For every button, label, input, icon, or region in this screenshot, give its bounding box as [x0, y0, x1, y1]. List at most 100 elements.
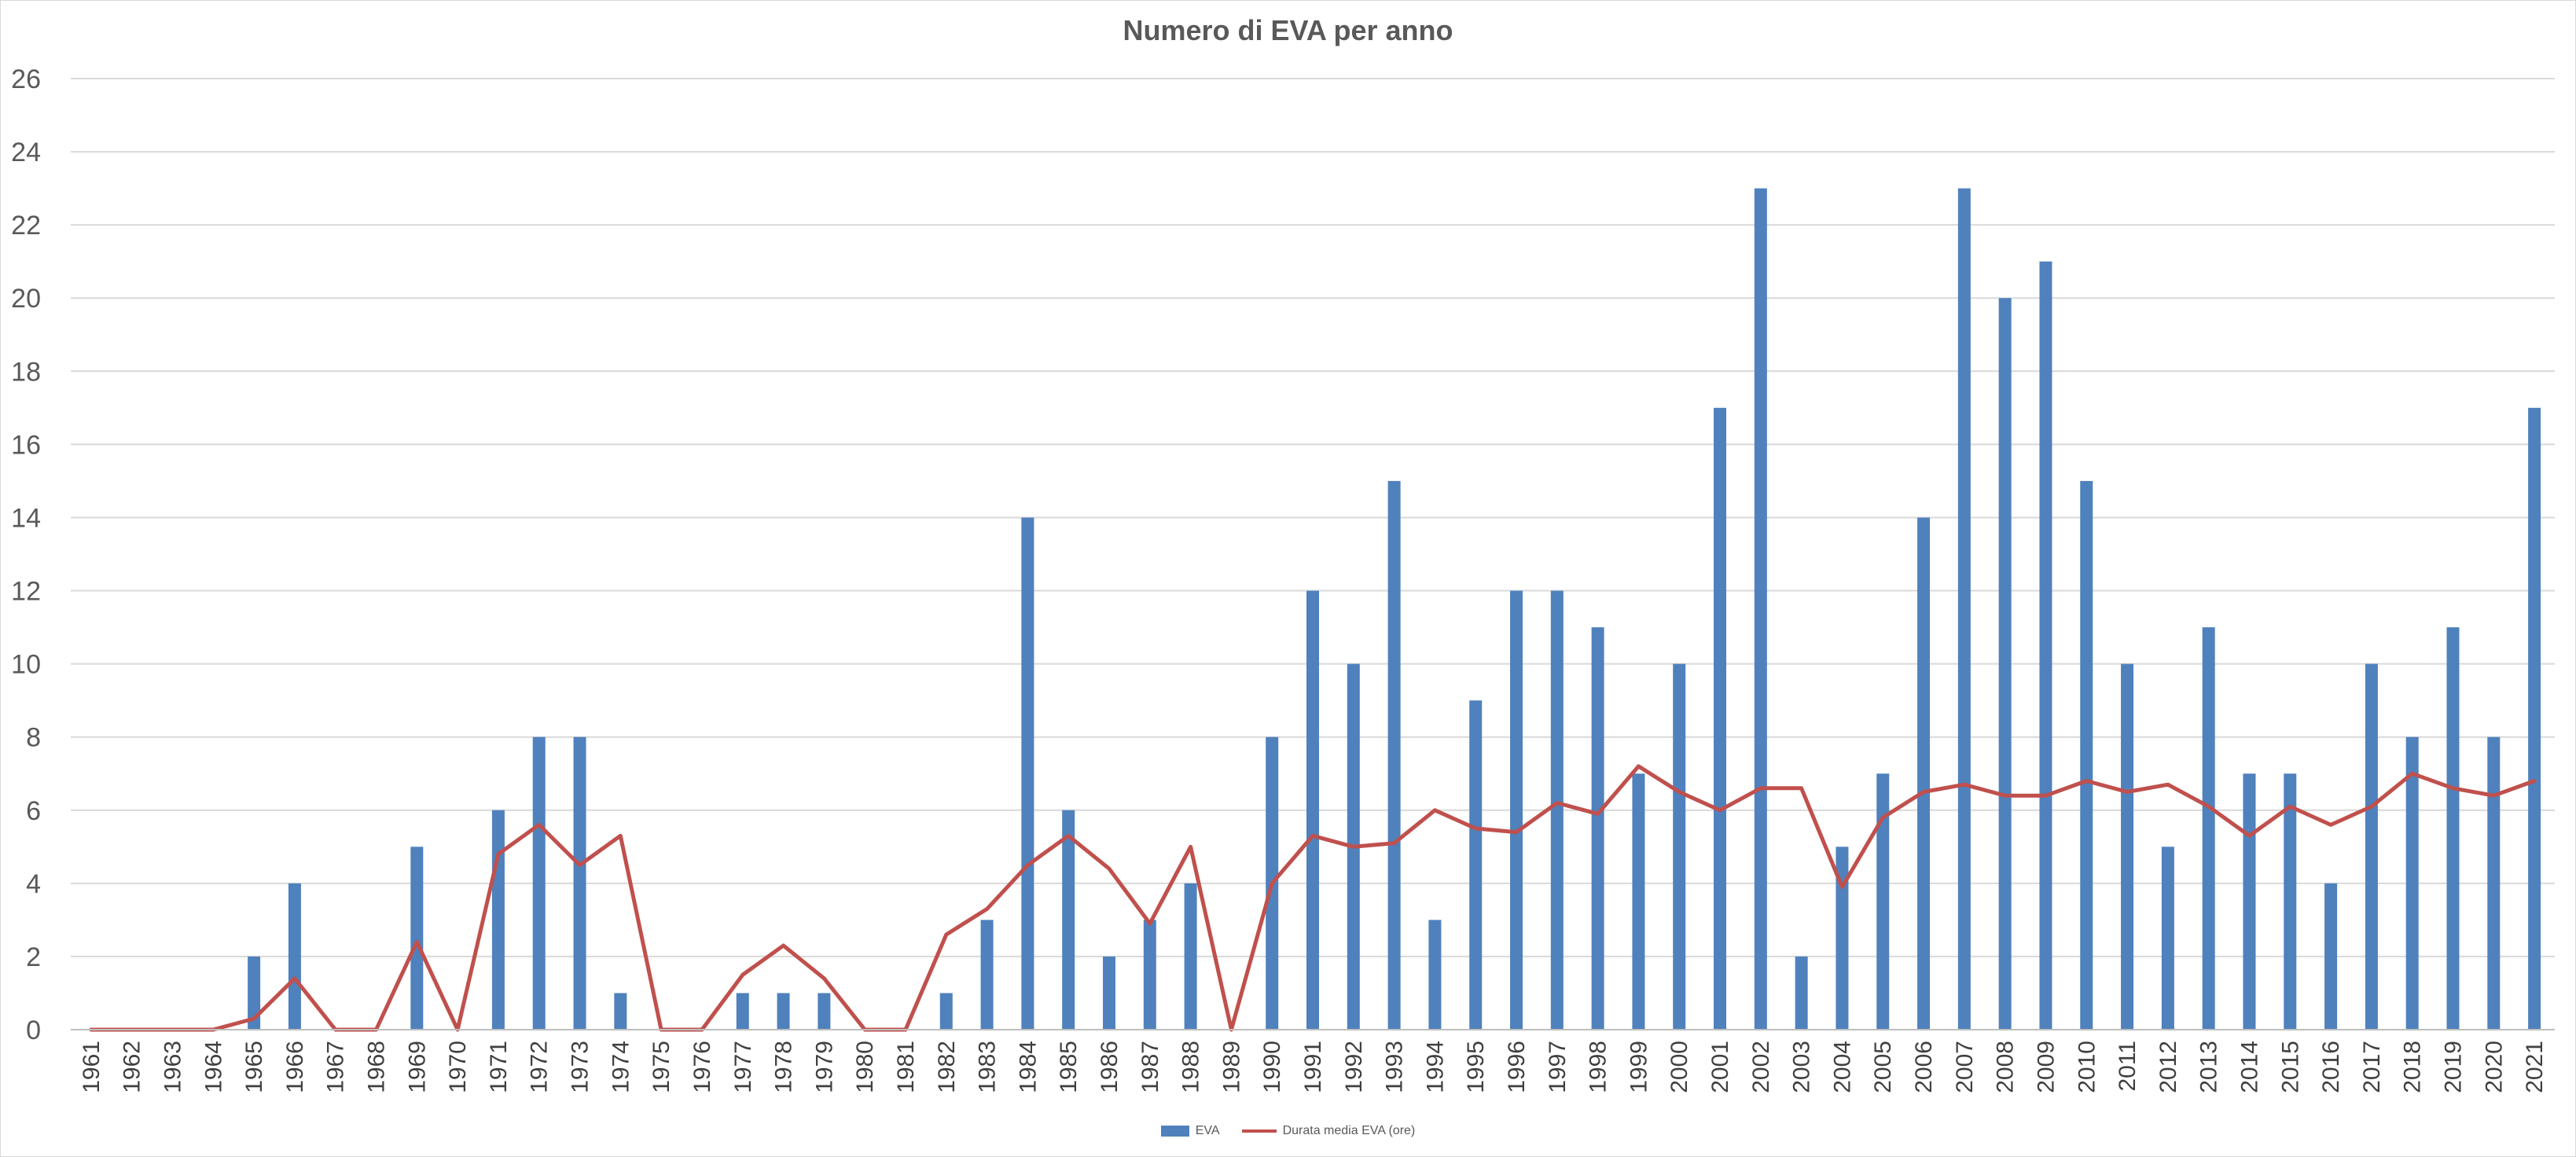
legend-item-bars: EVA [1160, 1124, 1220, 1138]
bar [2161, 847, 2174, 1030]
y-tick-label: 18 [11, 357, 41, 387]
bar [1632, 773, 1645, 1030]
x-tick-label: 2012 [2155, 1041, 2181, 1093]
bar [2365, 663, 2378, 1030]
x-tick-label: 1993 [1382, 1041, 1408, 1093]
y-tick-label: 8 [26, 723, 41, 753]
bar [2080, 480, 2093, 1030]
chart-legend: EVA Durata media EVA (ore) [0, 1124, 2576, 1138]
x-tick-label: 1967 [323, 1041, 349, 1093]
y-tick-label: 24 [11, 138, 41, 167]
bar [491, 810, 505, 1030]
y-tick-label: 2 [26, 942, 41, 972]
x-tick-label: 1969 [404, 1041, 430, 1093]
x-tick-label: 2004 [1829, 1041, 1855, 1093]
bar [2324, 883, 2338, 1030]
bar [777, 993, 790, 1030]
x-tick-label: 2001 [1707, 1041, 1733, 1093]
x-tick-label: 2015 [2277, 1041, 2303, 1093]
x-tick-label: 1971 [486, 1041, 512, 1093]
line-point [2167, 784, 2169, 785]
line-point [2493, 795, 2494, 796]
x-tick-label: 1963 [160, 1041, 186, 1093]
bar [410, 847, 424, 1030]
x-tick-label: 1986 [1097, 1041, 1123, 1093]
bar [1510, 590, 1523, 1030]
x-tick-label: 1974 [608, 1041, 634, 1093]
x-tick-label: 2010 [2074, 1041, 2100, 1093]
x-tick-label: 1995 [1463, 1041, 1489, 1093]
x-tick-label: 1999 [1626, 1041, 1652, 1093]
bar [1550, 590, 1564, 1030]
x-tick-label: 1973 [568, 1041, 593, 1093]
x-tick-label: 1985 [1056, 1041, 1082, 1093]
x-tick-label: 1987 [1137, 1041, 1163, 1093]
x-tick-label: 2007 [1952, 1041, 1978, 1093]
legend-label-bars: EVA [1195, 1124, 1220, 1137]
x-tick-label: 2003 [1789, 1041, 1815, 1093]
x-tick-label: 2021 [2522, 1041, 2548, 1093]
x-tick-label: 2019 [2440, 1041, 2466, 1093]
x-tick-label: 2014 [2236, 1041, 2262, 1093]
chart-title: Numero di EVA per anno [1123, 14, 1453, 46]
x-tick-label: 2018 [2400, 1041, 2426, 1093]
x-tick-label: 2006 [1911, 1041, 1937, 1093]
y-tick-label: 20 [11, 284, 41, 314]
x-tick-label: 1964 [200, 1041, 226, 1093]
x-tick-label: 2002 [1748, 1041, 1774, 1093]
bar [1306, 590, 1319, 1030]
bar [614, 993, 627, 1030]
bar [736, 993, 749, 1030]
line-point [783, 945, 785, 946]
bar [1876, 773, 1890, 1030]
line-point [2289, 806, 2291, 807]
y-tick-label: 26 [11, 64, 41, 94]
x-tick-label: 1980 [852, 1041, 878, 1093]
x-tick-label: 1972 [527, 1041, 553, 1093]
bar [2405, 736, 2419, 1030]
x-tick-label: 2009 [2033, 1041, 2059, 1093]
bar [1021, 517, 1034, 1030]
x-tick-label: 2005 [1870, 1041, 1896, 1093]
bar [1387, 480, 1401, 1030]
bar [288, 883, 301, 1030]
bar [2039, 261, 2052, 1030]
bar [980, 920, 994, 1030]
bar [2284, 773, 2297, 1030]
x-tick-label: 1968 [364, 1041, 390, 1093]
bar [532, 736, 546, 1030]
bar [2121, 663, 2134, 1030]
x-tick-label: 2000 [1666, 1041, 1692, 1093]
x-tick-label: 1970 [445, 1041, 471, 1093]
x-tick-label: 2011 [2115, 1041, 2141, 1092]
x-tick-label: 1981 [893, 1041, 919, 1093]
bar [1957, 188, 1971, 1030]
x-tick-label: 1989 [1218, 1041, 1244, 1093]
line-point [823, 978, 825, 979]
bar [2487, 736, 2501, 1030]
bar [1998, 298, 2012, 1030]
bar [1428, 920, 1442, 1030]
bar [1673, 663, 1686, 1030]
bar [1754, 188, 1767, 1030]
x-tick-label: 1975 [649, 1041, 674, 1093]
x-tick-label: 1990 [1259, 1041, 1285, 1093]
bar [2202, 627, 2215, 1030]
x-tick-label: 1991 [1300, 1041, 1326, 1093]
x-tick-label: 2020 [2481, 1041, 2507, 1093]
y-tick-label: 10 [11, 650, 41, 680]
x-tick-label: 2008 [1993, 1041, 2019, 1093]
x-tick-label: 1966 [282, 1041, 308, 1093]
bar [818, 993, 831, 1030]
y-tick-label: 16 [11, 430, 41, 460]
bar [1714, 407, 1727, 1030]
bar [1917, 517, 1931, 1030]
legend-label-line: Durata media EVA (ore) [1282, 1124, 1416, 1137]
legend-swatch-bar [1160, 1126, 1189, 1137]
x-tick-label: 1965 [241, 1041, 267, 1093]
x-tick-label: 1961 [79, 1041, 105, 1093]
legend-swatch-line [1241, 1129, 1277, 1133]
y-tick-label: 22 [11, 211, 41, 241]
line-point [2371, 806, 2372, 807]
